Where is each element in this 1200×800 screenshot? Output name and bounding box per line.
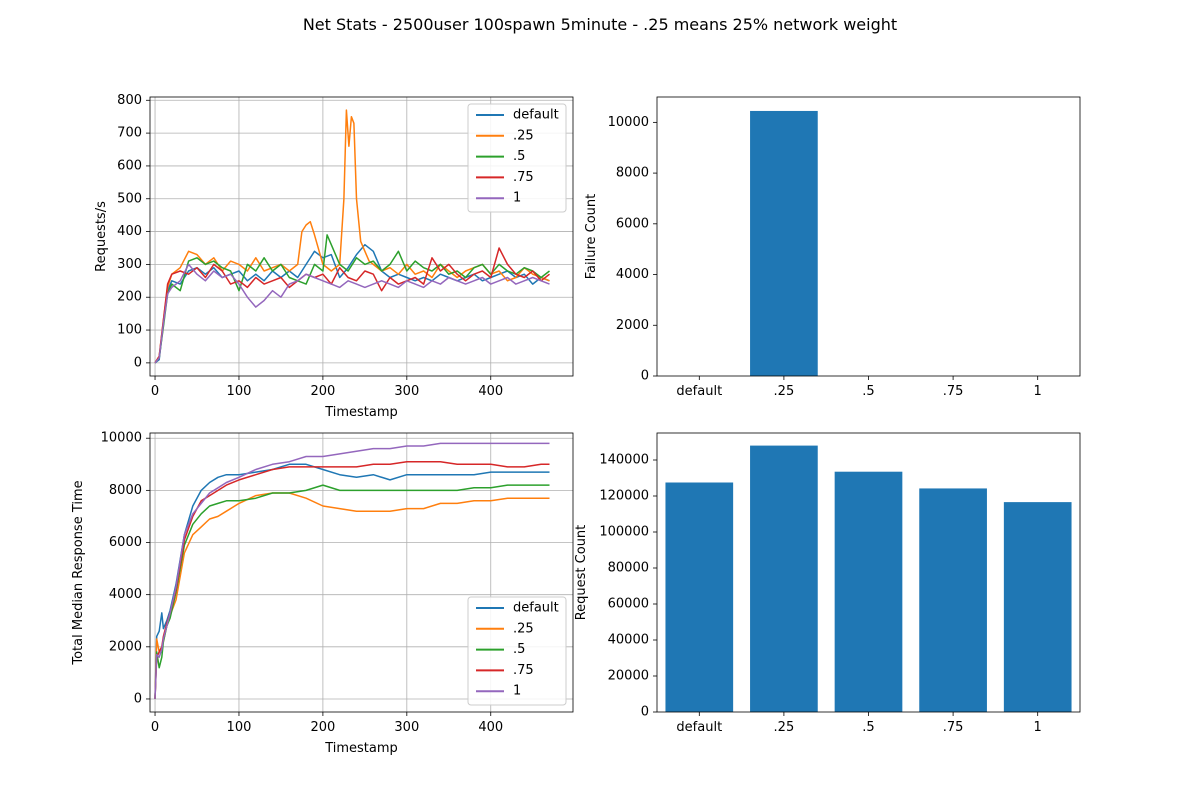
request-count-y-tick-label: 80000 [608, 561, 649, 576]
response-time-legend: default .25 .5 .75 1 [467, 596, 567, 706]
response-time-y-tick-label: 8000 [109, 483, 142, 498]
failures-axes-frame [656, 96, 1081, 377]
requests-x-tick-label: 0 [151, 384, 159, 399]
requests-legend: default .25 .5 .75 1 [467, 103, 567, 213]
request-count-bar [750, 445, 818, 712]
request-count-x-tick-label: 1 [1034, 720, 1042, 735]
requests-series-line [154, 263, 550, 364]
request-count-axes-frame [656, 432, 1081, 713]
response-time-x-axis-label: Timestamp [324, 741, 398, 756]
response-time-series-line [154, 463, 550, 700]
request-count-x-tick-label: .25 [774, 720, 795, 735]
requests-y-tick-label: 300 [117, 257, 142, 272]
requests-series-line [154, 234, 550, 364]
requests-x-tick-label: 300 [394, 384, 419, 399]
failure-count-chart: default .25 .5 .75 1 0 2000 4000 6000 8000 10000 Fa… [584, 96, 1081, 399]
requests-series-line [154, 247, 550, 364]
response-time-y-tick-label: 2000 [109, 639, 142, 654]
response-time-legend-frame [467, 596, 567, 706]
response-time-y-tick-label: 6000 [109, 535, 142, 550]
requests-y-tick-label: 100 [117, 323, 142, 338]
response-time-legend-label: 1 [513, 684, 521, 699]
requests-x-tick-label: 400 [478, 384, 503, 399]
response-time-y-tick-label: 4000 [109, 587, 142, 602]
failures-x-tick-label: .5 [862, 384, 874, 399]
request-count-bar [919, 488, 987, 712]
requests-x-tick-label: 100 [227, 384, 252, 399]
requests-legend-frame [467, 103, 567, 213]
requests-legend-label: .25 [513, 128, 534, 143]
failures-y-tick-label: 6000 [616, 216, 649, 231]
response-time-series-line [154, 442, 550, 700]
failures-y-axis-label: Failure Count [584, 194, 599, 280]
failures-y-tick-label: 0 [641, 369, 649, 384]
requests-y-tick-label: 200 [117, 290, 142, 305]
response-time-legend-label: .25 [513, 621, 534, 636]
figure-title: Net Stats - 2500user 100spawn 5minute - … [303, 15, 897, 34]
requests-x-axis-label: Timestamp [324, 405, 398, 420]
response-time-y-tick-label: 10000 [101, 431, 142, 446]
request-count-chart: default .25 .5 .75 1 0 20000 40000 60000 80000 100… [574, 432, 1081, 735]
request-count-y-tick-label: 40000 [608, 633, 649, 648]
response-time-legend-label: .5 [513, 642, 525, 657]
request-count-x-tick-label: .5 [862, 720, 874, 735]
request-count-y-tick-label: 100000 [599, 525, 649, 540]
response-time-x-tick-label: 100 [227, 720, 252, 735]
requests-legend-label: .5 [513, 149, 525, 164]
request-count-y-tick-label: 140000 [599, 453, 649, 468]
request-count-y-tick-label: 0 [641, 705, 649, 720]
response-time-y-tick-label: 0 [134, 691, 142, 706]
request-count-bar [834, 471, 903, 712]
response-time-x-tick-label: 300 [394, 720, 419, 735]
failures-y-tick-label: 4000 [616, 267, 649, 282]
request-count-bar [1003, 502, 1072, 712]
request-count-x-tick-label: default [676, 720, 722, 735]
requests-y-tick-label: 600 [117, 158, 142, 173]
failures-y-tick-label: 8000 [616, 166, 649, 181]
request-count-bar [665, 482, 734, 712]
response-time-y-axis-label: Total Median Response Time [71, 480, 86, 665]
failures-bar [750, 110, 818, 376]
failures-x-tick-label: default [676, 384, 722, 399]
failures-x-tick-label: 1 [1034, 384, 1042, 399]
request-count-y-tick-label: 120000 [599, 489, 649, 504]
requests-y-tick-label: 0 [134, 355, 142, 370]
failures-y-tick-label: 2000 [616, 318, 649, 333]
requests-legend-label: 1 [513, 191, 521, 206]
requests-y-tick-label: 500 [117, 191, 142, 206]
requests-y-axis-label: Requests/s [94, 201, 109, 272]
median-response-time-chart: 0 100 200 300 4000200040006000800010000defau… [71, 431, 574, 756]
response-time-x-tick-label: 200 [310, 720, 335, 735]
request-count-y-tick-label: 60000 [608, 597, 649, 612]
response-time-axes-frame [149, 432, 574, 713]
failures-y-tick-label: 10000 [608, 115, 649, 130]
response-time-x-tick-label: 0 [151, 720, 159, 735]
requests-legend-label: default [513, 108, 559, 123]
requests-per-second-chart: 0 100 200 300 400 0 100 200 300 400 500 600 700 800 de… [94, 93, 574, 420]
request-count-x-tick-label: .75 [943, 720, 964, 735]
response-time-legend-label: .75 [513, 663, 534, 678]
requests-legend-label: .75 [513, 170, 534, 185]
failures-x-tick-label: .75 [943, 384, 964, 399]
requests-x-tick-label: 200 [310, 384, 335, 399]
requests-y-tick-label: 400 [117, 224, 142, 239]
request-count-y-tick-label: 20000 [608, 669, 649, 684]
requests-axes-frame [149, 96, 574, 377]
request-count-y-axis-label: Request Count [574, 525, 589, 621]
response-time-x-tick-label: 400 [478, 720, 503, 735]
response-time-legend-label: default [513, 601, 559, 616]
requests-y-tick-label: 800 [117, 93, 142, 108]
requests-y-tick-label: 700 [117, 126, 142, 141]
failures-x-tick-label: .25 [774, 384, 795, 399]
